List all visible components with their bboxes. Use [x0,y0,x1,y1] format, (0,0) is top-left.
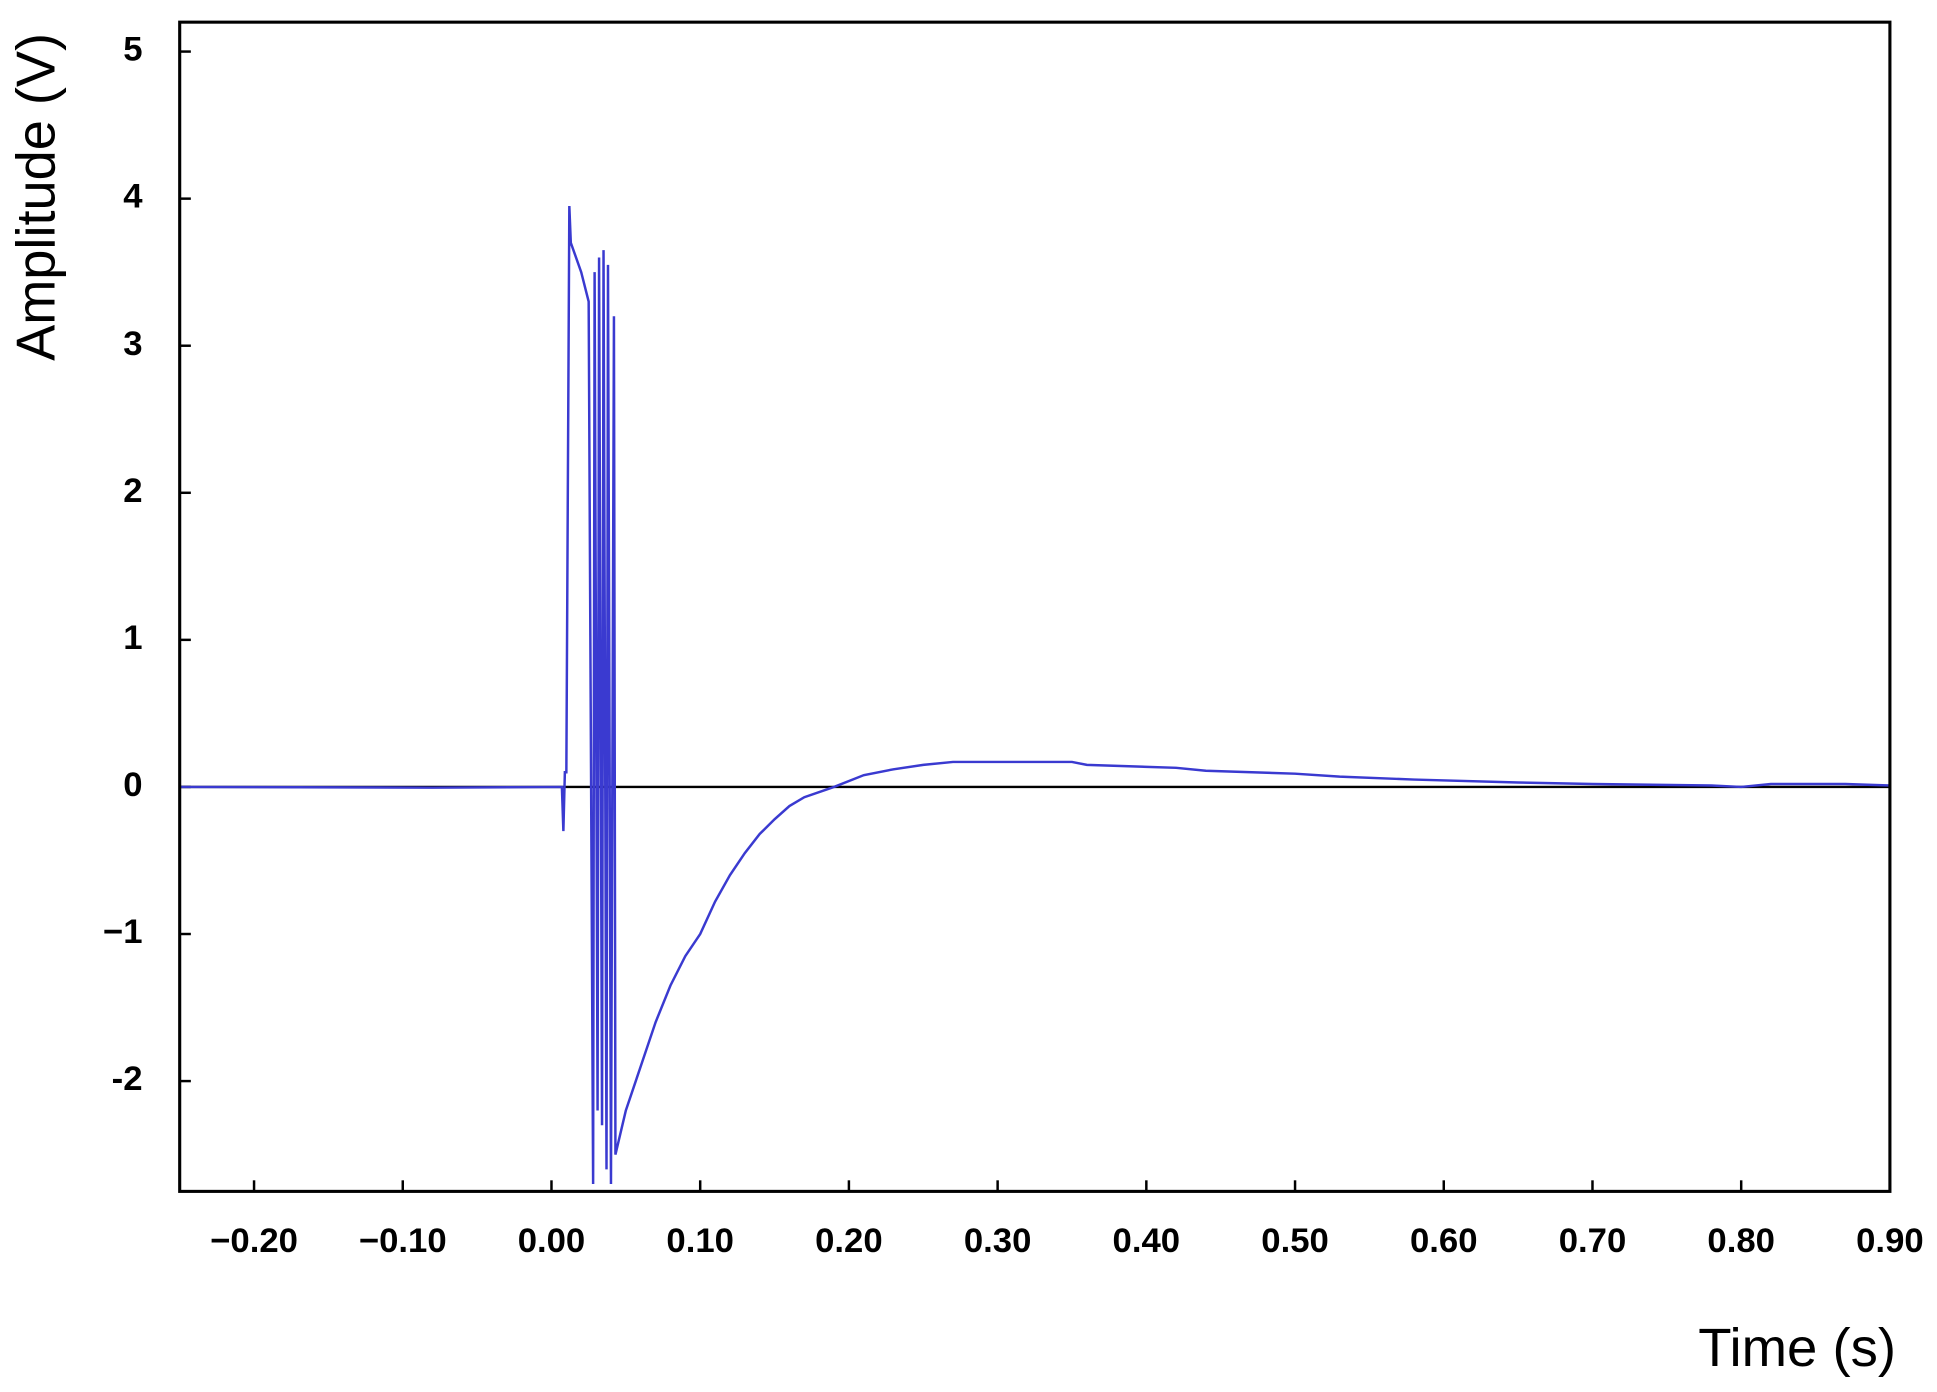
y-tick-label: -2 [112,1060,143,1098]
x-tick-label: 0.90 [1856,1222,1924,1260]
series-line [179,205,1890,1185]
y-tick-label: 4 [123,178,143,216]
x-tick-label: 0.80 [1707,1222,1775,1260]
plot-frame [178,20,1892,1193]
x-tick-label: −0.10 [359,1222,447,1260]
y-tick-label: 1 [123,619,142,657]
x-axis-label: Time (s) [1698,1317,1896,1378]
x-tick-label: 0.60 [1410,1222,1478,1260]
y-tick-label: 5 [123,31,142,69]
y-axis-label: Amplitude (V) [5,33,66,361]
y-tick-label: 3 [123,325,142,363]
x-tick-label: 0.70 [1559,1222,1627,1260]
y-tick-label: 0 [123,766,142,804]
x-tick-label: 0.00 [518,1222,586,1260]
y-tick-label: −1 [103,913,143,951]
y-tick-label: 2 [123,472,142,510]
x-tick-label: 0.40 [1113,1222,1181,1260]
x-tick-label: 0.20 [815,1222,883,1260]
x-tick-label: −0.20 [210,1222,298,1260]
x-tick-label: 0.30 [964,1222,1032,1260]
x-tick-label: 0.10 [666,1222,734,1260]
x-tick-label: 0.50 [1261,1222,1329,1260]
